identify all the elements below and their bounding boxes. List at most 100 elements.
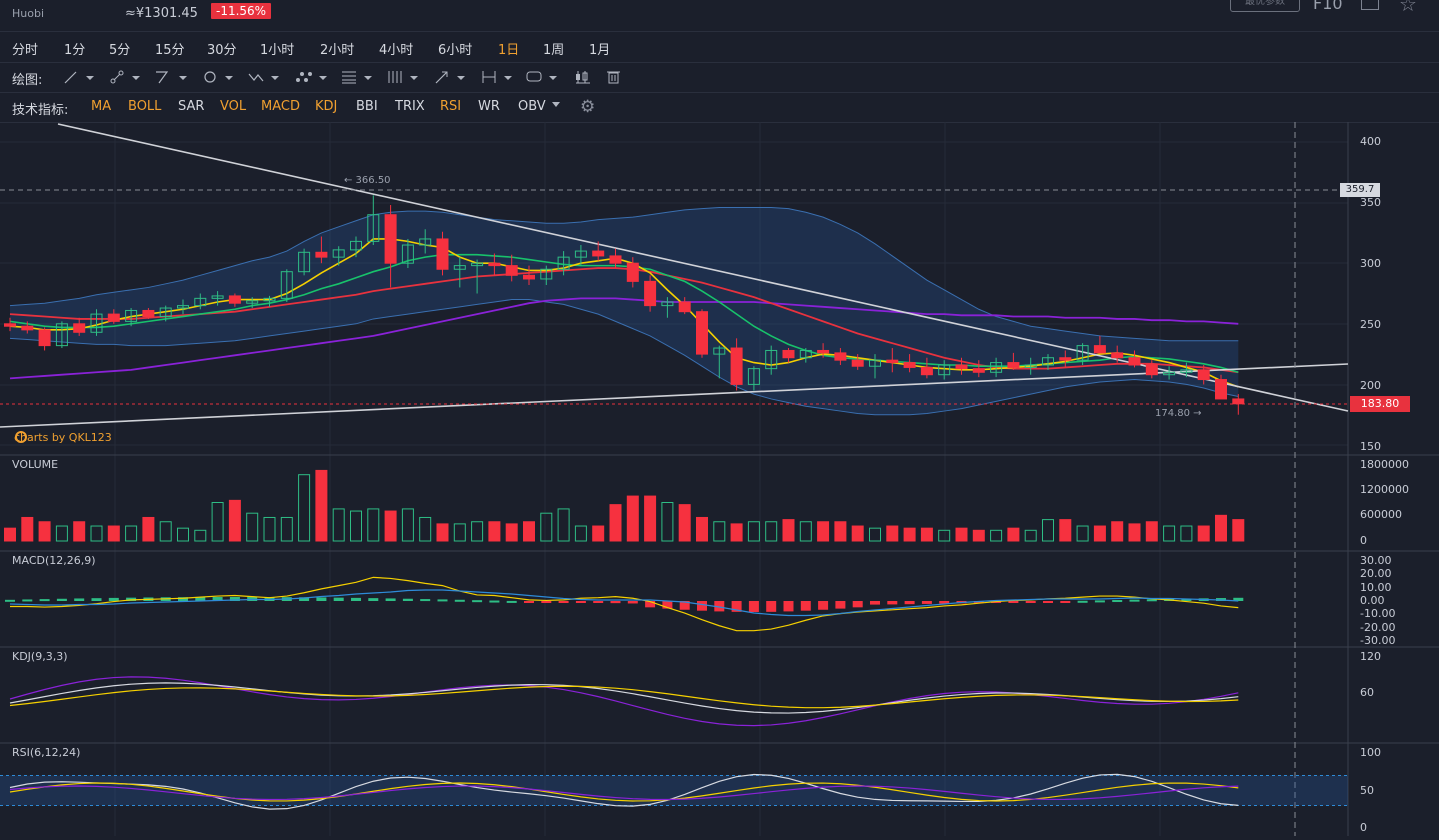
period-3[interactable]: 15分 [155, 43, 185, 58]
period-11[interactable]: 1月 [589, 43, 611, 58]
volume-bar [21, 516, 34, 542]
volume-bar [107, 525, 120, 542]
indicator-settings-icon[interactable]: ⚙ [580, 97, 596, 117]
exchange-name: Huobi [12, 7, 45, 20]
kdj-label: KDJ(9,3,3) [12, 650, 68, 663]
macd-hist [593, 601, 604, 603]
qkl-logo-icon [15, 431, 27, 443]
candle-body [384, 214, 397, 264]
comment-tool-icon[interactable] [525, 68, 561, 86]
volume-bar [263, 516, 276, 542]
candle-body [38, 329, 51, 347]
low-annotation: 174.80 → [1155, 408, 1202, 419]
star-icon[interactable]: ☆ [1399, 0, 1417, 16]
kdj-tick: 60 [1360, 686, 1374, 699]
candle-body [920, 366, 933, 376]
period-2[interactable]: 5分 [109, 43, 131, 58]
gann-tool-icon[interactable] [386, 68, 422, 86]
indicator-ma[interactable]: MA [91, 99, 112, 114]
ray-tool-icon[interactable] [108, 68, 142, 86]
macd-hist [472, 600, 483, 603]
candle-body [1232, 398, 1245, 405]
candle-body [159, 307, 172, 318]
macd-hist [818, 601, 829, 610]
volume-bar [886, 525, 899, 542]
volume-bar [90, 525, 103, 542]
macd-tick: 20.00 [1360, 567, 1392, 580]
period-5[interactable]: 1小时 [260, 43, 295, 58]
indicator-rsi[interactable]: RSI [440, 99, 462, 114]
volume-bar [1076, 525, 1089, 542]
f10-button[interactable]: F10 [1313, 0, 1343, 13]
macd-hist [1181, 598, 1192, 601]
volume-tick: 1800000 [1360, 458, 1409, 471]
trend-line [0, 363, 1349, 428]
kdj-tick: 120 [1360, 650, 1381, 663]
period-6[interactable]: 2小时 [320, 43, 355, 58]
candle-body [4, 323, 16, 327]
trash-icon[interactable] [605, 68, 623, 86]
candle-body [177, 305, 189, 309]
macd-hist [178, 597, 188, 601]
candle-body [1093, 345, 1106, 354]
period-4[interactable]: 30分 [207, 43, 237, 58]
macd-hist [229, 597, 240, 601]
volume-bar [1093, 525, 1106, 542]
volume-bar [678, 504, 691, 542]
obv-dropdown-icon[interactable] [552, 102, 560, 107]
measure-tool-icon[interactable] [480, 68, 516, 86]
volume-bar [592, 525, 605, 542]
candle-body [1007, 362, 1020, 368]
volume-bar [125, 525, 138, 542]
indicator-vol[interactable]: VOL [220, 99, 247, 114]
candle-settings-icon[interactable] [574, 68, 594, 86]
volume-label: VOLUME [12, 458, 59, 471]
volume-bar [644, 495, 657, 542]
indicator-kdj[interactable]: KDJ [315, 99, 338, 114]
volume-bar [869, 527, 881, 542]
chart-canvas[interactable] [0, 122, 1439, 836]
indicator-sar[interactable]: SAR [178, 99, 205, 114]
volume-bar [1197, 525, 1210, 542]
period-1[interactable]: 1分 [64, 43, 86, 58]
shape-tool-icon[interactable] [201, 68, 237, 86]
indicator-boll[interactable]: BOLL [128, 99, 162, 114]
indicator-bbi[interactable]: BBI [356, 99, 378, 114]
screenshot-icon[interactable] [1361, 0, 1379, 10]
macd-hist [368, 598, 379, 601]
volume-bar [211, 502, 224, 542]
ma60-line [9, 297, 1239, 380]
period-9[interactable]: 1日 [498, 43, 520, 58]
period-10[interactable]: 1周 [543, 43, 565, 58]
candle-body [782, 349, 795, 359]
volume-bar [955, 527, 968, 542]
period-7[interactable]: 4小时 [379, 43, 414, 58]
candle-body [696, 311, 708, 355]
indicator-trix[interactable]: TRIX [395, 99, 425, 114]
top-bar: Huobi ≈¥1301.45 -11.56% 最优参数 F10 ☆ [0, 0, 1439, 32]
macd-tick: 0.00 [1360, 594, 1385, 607]
indicator-wr[interactable]: WR [478, 99, 500, 114]
volume-bar [765, 521, 778, 542]
rsi-tick: 50 [1360, 784, 1374, 797]
period-8[interactable]: 6小时 [438, 43, 473, 58]
arrow-tool-icon[interactable] [433, 68, 469, 86]
wave-tool-icon[interactable] [247, 68, 283, 86]
line-tool-icon[interactable] [62, 68, 96, 86]
chart-area[interactable] [0, 122, 1439, 836]
channel-tool-icon[interactable] [153, 68, 191, 86]
period-0[interactable]: 分时 [12, 43, 39, 58]
pattern-tool-icon[interactable] [293, 68, 329, 86]
macd-hist [506, 600, 517, 603]
macd-hist [870, 601, 880, 605]
indicator-label: 技术指标: [12, 103, 69, 118]
macd-hist [74, 598, 85, 601]
optimal-params-button[interactable]: 最优参数 [1230, 0, 1300, 12]
candle-body [453, 265, 466, 270]
indicator-macd[interactable]: MACD [261, 99, 300, 114]
fib-tool-icon[interactable] [340, 68, 376, 86]
rsi-label: RSI(6,12,24) [12, 746, 81, 759]
indicator-obv[interactable]: OBV [518, 99, 546, 114]
candle-body [73, 323, 86, 333]
candle-body [194, 297, 207, 307]
